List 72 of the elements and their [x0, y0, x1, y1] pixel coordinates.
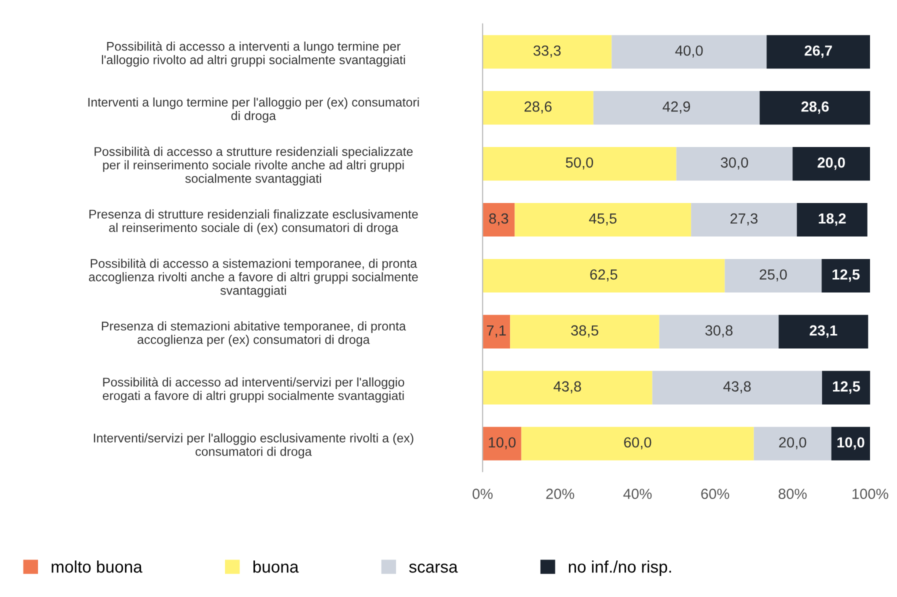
- data-label: 38,5: [571, 325, 598, 338]
- x-tick-label: 80%: [778, 488, 807, 500]
- bar: [659, 314, 779, 348]
- data-label: 42,9: [662, 101, 690, 114]
- bar: [652, 370, 822, 404]
- legend-label: scarsa: [409, 564, 458, 573]
- y-tick-label: Possibilità di accesso a strutture residenziali specializzate per il reinserimento sociale rivolte anche ad altri gruppi socialmente svantaggiati: [94, 146, 413, 186]
- data-label: 43,8: [554, 381, 582, 394]
- bar: [760, 91, 870, 125]
- data-label: 30,8: [705, 325, 733, 338]
- legend-label: molto buona: [52, 560, 142, 573]
- bar: [822, 370, 870, 404]
- data-label: 18,2: [818, 213, 846, 226]
- bar: [482, 202, 515, 237]
- bar: [482, 258, 725, 293]
- data-label: 45,5: [589, 214, 616, 226]
- y-tick-label: Interventi/servizi per l'alloggio esclusivamente rivolti a (ex) consumatori di droga: [94, 433, 414, 458]
- y-tick-label: Presenza di strutture residenziali finalizzate esclusivamente al reinserimento sociale di (ex) consumatori di droga: [89, 209, 418, 235]
- data-label: 26,7: [804, 45, 832, 58]
- data-label: 62,5: [590, 269, 618, 282]
- data-label: 25,0: [760, 269, 787, 282]
- bar: [521, 426, 754, 460]
- data-label: 10,0: [488, 437, 516, 450]
- bar: [778, 314, 868, 348]
- data-label: 23,1: [810, 325, 838, 338]
- legend-label: buona: [253, 560, 299, 573]
- bar: [482, 35, 612, 69]
- bar: [593, 91, 760, 125]
- data-label: 60,0: [624, 437, 652, 450]
- data-label: 10,0: [837, 437, 864, 450]
- x-tick-label: 0%: [472, 488, 493, 500]
- y-tick-label: Interventi a lungo termine per l'alloggio per (ex) consumatori di droga: [88, 97, 419, 123]
- data-label: 28,6: [801, 101, 829, 114]
- y-tick-label: Possibilità di accesso ad interventi/servizi per l'alloggio erogati a favore di altri gruppi socialmente svantaggiati: [102, 377, 404, 403]
- bar: [482, 370, 652, 404]
- x-tick-label: 100%: [852, 488, 888, 500]
- x-tick-label: 40%: [623, 488, 652, 500]
- data-label: 20,0: [818, 157, 845, 170]
- bar: [676, 147, 793, 181]
- y-tick-label: Presenza di stemazioni abitative temporanee, di pronta accoglienza per (ex) consumatori di droga: [102, 321, 406, 346]
- data-label: 28,6: [524, 101, 552, 114]
- bar: [754, 426, 832, 460]
- y-tick-label: Possibilità di accesso a sistemazioni temporanee, di pronta accoglienza rivolti anche a favore di altri gruppi socialmente svantaggiati: [88, 258, 418, 298]
- bar: [822, 258, 870, 293]
- bar: [796, 202, 868, 237]
- legend-label: no inf./no risp.: [568, 560, 671, 576]
- y-tick-label: Possibilità di accesso a interventi a lungo termine per l'alloggio rivolto ad altri gruppi socialmente svantaggiati: [102, 41, 405, 67]
- x-tick-label: 60%: [701, 488, 730, 500]
- data-label: 8,3: [489, 213, 508, 226]
- data-label: 43,8: [723, 381, 751, 394]
- bar: [691, 202, 797, 237]
- data-label: 30,0: [720, 157, 748, 170]
- bar: [482, 91, 594, 125]
- bar: [482, 314, 510, 348]
- bar: [482, 147, 676, 181]
- data-label: 20,0: [779, 437, 806, 450]
- bar: [831, 426, 870, 460]
- x-tick-label: 20%: [546, 488, 574, 500]
- data-label: 12,5: [832, 269, 860, 282]
- data-label: 33,3: [533, 45, 561, 58]
- bar: [766, 35, 870, 69]
- data-label: 40,0: [675, 45, 703, 58]
- bar: [792, 147, 870, 181]
- bar: [724, 258, 822, 293]
- bar: [514, 202, 692, 237]
- data-label: 12,5: [832, 381, 860, 394]
- data-label: 27,3: [730, 213, 758, 226]
- bar: [482, 426, 522, 460]
- bar: [510, 314, 660, 348]
- bar: [612, 35, 767, 69]
- data-label: 7,1: [486, 325, 506, 338]
- data-label: 50,0: [566, 157, 594, 170]
